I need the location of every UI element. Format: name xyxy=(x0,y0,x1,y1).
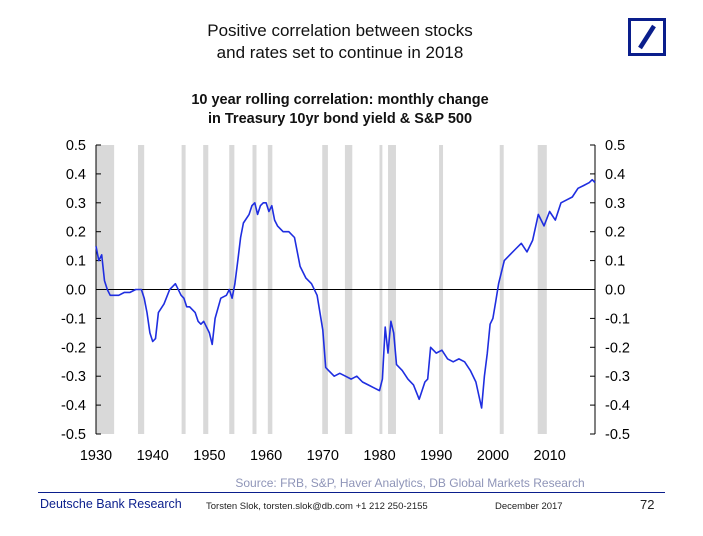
x-tick-label-1930: 1930 xyxy=(80,448,112,464)
y-tick-label-right: -0.3 xyxy=(605,369,630,385)
y-tick-label-left: 0.4 xyxy=(66,167,86,183)
y-tick-label-left: -0.5 xyxy=(61,427,86,443)
chart-axes xyxy=(95,144,596,435)
y-tick-label-right: 0.1 xyxy=(605,254,625,270)
slide-title-line-2: and rates set to continue in 2018 xyxy=(216,43,464,62)
x-tick-label-2000: 2000 xyxy=(477,448,509,464)
y-tick-label-left: 0.3 xyxy=(66,196,86,212)
slide-title-line-1: Positive correlation between stocks xyxy=(207,21,473,40)
x-tick-label-1970: 1970 xyxy=(307,448,339,464)
footer-brand: Deutsche Bank Research xyxy=(40,497,182,511)
x-tick-label-1960: 1960 xyxy=(250,448,282,464)
slide-title: Positive correlation between stocks and … xyxy=(90,20,590,64)
y-tick-label-right: -0.1 xyxy=(605,311,630,327)
x-tick-label-1980: 1980 xyxy=(363,448,395,464)
y-tick-label-left: -0.2 xyxy=(61,340,86,356)
y-tick-label-left: -0.3 xyxy=(61,369,86,385)
y-tick-label-left: -0.1 xyxy=(61,311,86,327)
y-tick-label-left: 0.5 xyxy=(66,138,86,154)
x-tick-label-1990: 1990 xyxy=(420,448,452,464)
x-tick-label-1940: 1940 xyxy=(137,448,169,464)
y-tick-label-right: 0.2 xyxy=(605,225,625,241)
y-tick-label-left: 0.2 xyxy=(66,225,86,241)
source-note: Source: FRB, S&P, Haver Analytics, DB Gl… xyxy=(235,476,585,490)
correlation-series-line-0 xyxy=(95,178,596,409)
y-tick-label-right: 0.0 xyxy=(605,283,625,299)
x-tick-label-2010: 2010 xyxy=(534,448,566,464)
logo-slash-icon xyxy=(638,24,656,50)
footer-divider xyxy=(38,492,665,493)
y-tick-label-right: 0.3 xyxy=(605,196,625,212)
y-tick-label-right: -0.5 xyxy=(605,427,630,443)
chart-title-line-2: in Treasury 10yr bond yield & S&P 500 xyxy=(207,111,473,127)
y-tick-label-right: -0.4 xyxy=(605,398,630,414)
x-tick-label-1950: 1950 xyxy=(193,448,225,464)
y-tick-label-left: -0.4 xyxy=(61,398,86,414)
tick-labels: 0.5 0.5 0.4 0.4 0.3 0.3 0.2 0.2 0.1 0.1 0.0 0.0 -0.1… xyxy=(61,138,630,464)
chart-title: 10 year rolling correlation: monthly cha… xyxy=(90,91,590,129)
y-tick-label-left: 0.1 xyxy=(66,254,86,270)
chart-title-line-1: 10 year rolling correlation: monthly cha… xyxy=(191,92,489,108)
footer-author: Torsten Slok, torsten.slok@db.com +1 212… xyxy=(206,501,428,512)
y-tick-label-right: 0.5 xyxy=(605,138,625,154)
y-tick-label-left: 0.0 xyxy=(66,283,86,299)
y-tick-label-right: 0.4 xyxy=(605,167,625,183)
deutsche-bank-logo-icon xyxy=(628,18,666,56)
footer-date: December 2017 xyxy=(495,501,563,512)
y-tick-label-right: -0.2 xyxy=(605,340,630,356)
page-number: 72 xyxy=(640,497,655,512)
series-layer xyxy=(95,178,596,409)
